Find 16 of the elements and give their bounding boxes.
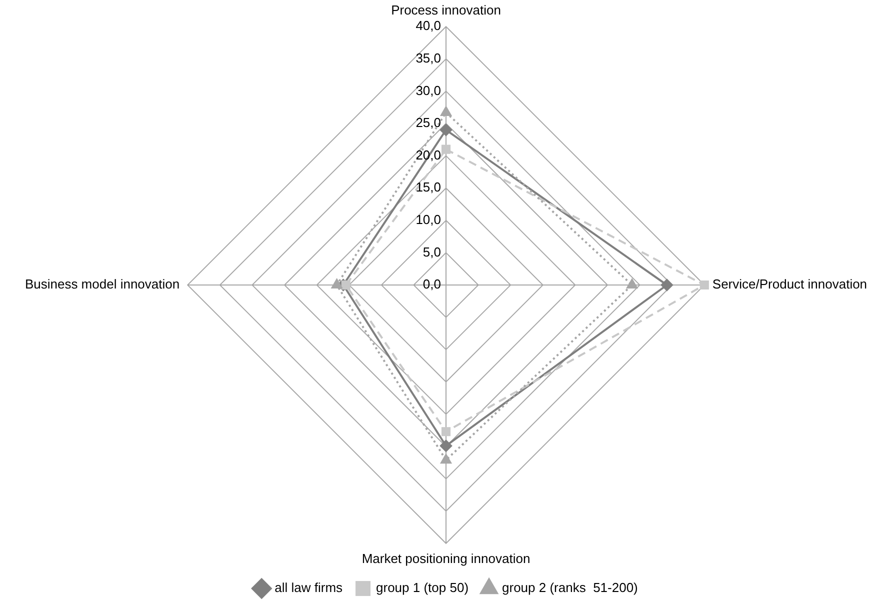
y-tick-label: 35,0 [416,50,441,66]
y-tick-label: 20,0 [416,147,441,162]
y-tick-label: 5,0 [422,244,441,260]
spoke-label: Process innovation [391,2,501,18]
y-tick-label: 25,0 [416,115,441,130]
spoke-label: Business model innovation [24,276,180,292]
y-tick-label: 40,0 [416,18,441,34]
y-tick-label: 15,0 [416,180,441,195]
y-tick-label: 30,0 [416,82,441,98]
spoke-label: Market positioning innovation [362,550,530,566]
spoke-label: Service/Product innovation [712,276,868,292]
legend-label: group 2 (ranks 51-200) [502,580,638,596]
legend-label: group 1 (top 50) [376,580,469,596]
y-tick-label: 10,0 [416,212,441,227]
y-tick-label: 0,0 [422,276,441,292]
legend-label: all law firms [274,580,344,596]
